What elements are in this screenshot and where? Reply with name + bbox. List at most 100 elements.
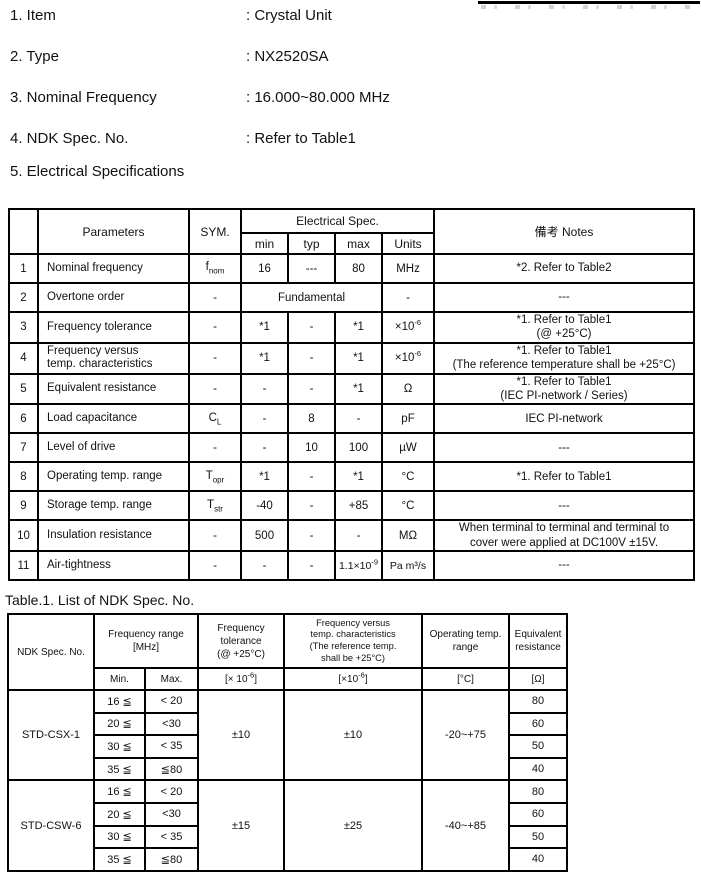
min-value: - — [240, 550, 289, 581]
freq-min-cell: 20 ≦ — [93, 801, 146, 827]
max-value: 1.1×10-9 — [334, 550, 383, 581]
resistance-cell: 50 — [508, 734, 569, 759]
freq-min-cell: 20 ≦ — [93, 711, 146, 737]
table1-row: STD-CSW-6 16 ≦ < 20 ±15 ±25 -40~+85 80 — [7, 779, 569, 872]
max-header: max — [334, 232, 383, 255]
typ-value: - — [287, 372, 336, 406]
spec-row: 6 Load capacitance CL - 8 - pF IEC PI-ne… — [8, 403, 696, 435]
row-number: 6 — [8, 403, 39, 435]
item-label: 3. Nominal Frequency — [10, 89, 157, 106]
typ-value: - — [287, 550, 336, 581]
op-range-cell: -20~+75 — [421, 688, 511, 782]
unit-value: Pa m³/s — [380, 550, 436, 581]
spec-row: 7 Level of drive - - 10 100 µW --- — [8, 432, 696, 464]
freq-max-cell: ≦80 — [143, 847, 200, 872]
typ-value: - — [287, 490, 336, 522]
table1-row: 35 ≦ ≦80 40 — [8, 847, 569, 872]
min-value: *1 — [240, 311, 289, 344]
parameter-name: Nominal frequency — [37, 253, 190, 284]
unit-value: - — [380, 282, 436, 313]
merged-value: Fundamental — [240, 282, 383, 313]
freq-min-cell: 30 ≦ — [93, 824, 146, 850]
symbol: CL — [188, 403, 242, 435]
index-header — [8, 208, 39, 255]
min-value: - — [240, 432, 289, 464]
sym-header: SYM. — [188, 208, 242, 255]
row-number: 9 — [8, 490, 39, 522]
freq-max-cell: ≦80 — [143, 756, 200, 782]
max-value: 100 — [334, 432, 383, 464]
row-number: 10 — [8, 519, 39, 552]
unit-value: °C — [380, 461, 436, 493]
unit-value: MHz — [380, 253, 436, 284]
symbol: fnom — [188, 253, 242, 284]
freq-max-cell: < 20 — [143, 689, 200, 714]
tolerance-cell: ±10 — [197, 688, 286, 782]
typ-value: - — [287, 341, 336, 375]
item-label: 4. NDK Spec. No. — [10, 130, 129, 147]
spec-row: 2 Overtone order - Fundamental - --- — [8, 282, 696, 313]
note-text: --- — [433, 490, 696, 522]
electrical-spec-table: Parameters SYM. Electrical Spec. 備考 Note… — [8, 208, 696, 581]
freq-max-cell: < 35 — [143, 734, 200, 759]
spec-row: 1 Nominal frequency fnom 16 --- 80 MHz *… — [8, 253, 696, 284]
max-value: +85 — [334, 490, 383, 522]
electrical-spec-header: Electrical Spec. — [239, 208, 436, 234]
row-number: 7 — [8, 432, 39, 464]
symbol: - — [188, 282, 242, 313]
freq-min-cell: 35 ≦ — [93, 847, 146, 872]
row-number: 4 — [8, 341, 39, 375]
parameters-header: Parameters — [37, 208, 190, 255]
row-number: 1 — [8, 253, 39, 284]
resistance-cell: 50 — [508, 824, 569, 850]
max-value: *1 — [334, 341, 383, 375]
max-value: *1 — [334, 372, 383, 406]
spec-no-cell: STD-CSX-1 — [7, 688, 95, 782]
spec-row: 11 Air-tightness - - - 1.1×10-9 Pa m³/s … — [8, 550, 696, 581]
note-text: IEC PI-network — [433, 403, 696, 435]
resistance-cell: 80 — [508, 689, 569, 714]
freq-min-cell: 16 ≦ — [93, 779, 146, 804]
parameter-name: Frequency versus temp. characteristics — [37, 341, 190, 375]
parameter-name: Level of drive — [37, 432, 190, 464]
unit-value: ×10-6 — [380, 341, 436, 375]
typ-value: - — [287, 461, 336, 493]
item-value: : NX2520SA — [246, 48, 329, 65]
cutoff-header-text-remnant — [481, 5, 695, 9]
item-row: 4. NDK Spec. No. : Refer to Table1 — [10, 129, 650, 148]
table1-header-row: NDK Spec. No. Frequency range [MHz] Freq… — [7, 613, 569, 691]
unit-value: °C — [380, 490, 436, 522]
min-value: - — [240, 403, 289, 435]
note-text: *1. Refer to Table1 (@ +25°C) — [433, 311, 696, 344]
symbol: - — [188, 550, 242, 581]
typ-header: typ — [287, 232, 336, 255]
spec-subheader-row: min typ max Units — [9, 232, 694, 255]
freq-vs-temp-unit: [×10-6] — [283, 667, 424, 691]
resistance-cell: 60 — [508, 801, 569, 827]
notes-header: 備考 Notes — [433, 208, 696, 255]
resistance-cell: 40 — [508, 756, 569, 782]
parameter-name: Air-tightness — [37, 550, 190, 581]
min-value: *1 — [240, 341, 289, 375]
units-header: Units — [380, 232, 436, 255]
unit-value: MΩ — [380, 519, 436, 552]
ndk-spec-table: NDK Spec. No. Frequency range [MHz] Freq… — [7, 613, 569, 872]
tolerance-header: Frequency tolerance (@ +25°C) — [197, 613, 286, 669]
freq-max-cell: <30 — [143, 711, 200, 737]
spec-row: 10 Insulation resistance - 500 - - MΩ Wh… — [8, 519, 696, 552]
item-row: 1. Item : Crystal Unit — [10, 6, 650, 25]
spec-row: 9 Storage temp. range Tstr -40 - +85 °C … — [8, 490, 696, 522]
table1-row: 35 ≦ ≦80 40 — [8, 756, 569, 782]
symbol: - — [188, 341, 242, 375]
section-title: 5. Electrical Specifications — [10, 163, 185, 180]
unit-value: Ω — [380, 372, 436, 406]
row-number: 3 — [8, 311, 39, 344]
typ-value: --- — [287, 253, 336, 284]
table1-row: STD-CSX-1 16 ≦ < 20 ±10 ±10 -20~+75 80 — [7, 688, 569, 782]
note-text: *1. Refer to Table1 (The reference tempe… — [433, 341, 696, 375]
parameter-name: Operating temp. range — [37, 461, 190, 493]
min-header: min — [240, 232, 289, 255]
spec-no-header: NDK Spec. No. — [7, 613, 95, 691]
freq-min-cell: 30 ≦ — [93, 734, 146, 759]
note-text: *1. Refer to Table1 (IEC PI-network / Se… — [433, 372, 696, 406]
